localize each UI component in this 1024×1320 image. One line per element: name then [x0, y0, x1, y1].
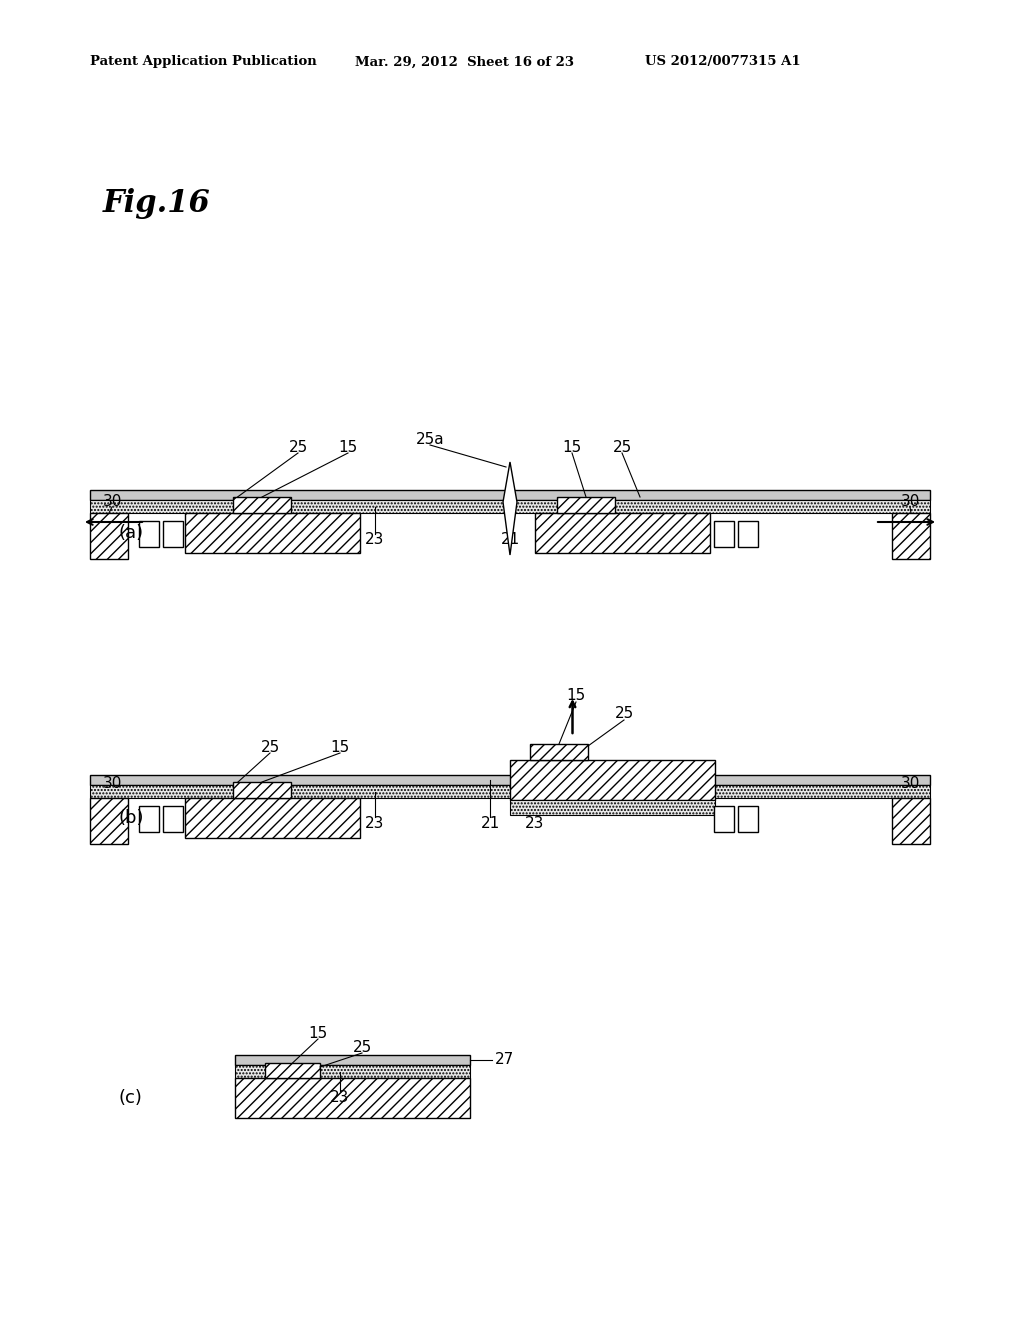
Text: 23: 23	[525, 816, 545, 830]
Bar	[90, 775, 930, 785]
Bar	[535, 513, 710, 553]
Bar	[234, 1078, 470, 1118]
Bar	[530, 744, 588, 760]
Bar	[139, 807, 159, 832]
Text: 25a: 25a	[416, 432, 444, 446]
Text: 15: 15	[562, 440, 582, 454]
Polygon shape	[503, 462, 517, 554]
Text: 25: 25	[614, 706, 634, 722]
Bar	[90, 799, 128, 843]
Bar	[139, 521, 159, 546]
Text: 21: 21	[480, 816, 500, 830]
Text: 25: 25	[289, 440, 307, 454]
Bar	[510, 800, 715, 814]
Text: 25: 25	[612, 440, 632, 454]
Bar	[265, 1063, 319, 1078]
Text: (c): (c)	[118, 1089, 142, 1107]
Text: 30: 30	[900, 776, 920, 791]
Text: (b): (b)	[118, 809, 143, 828]
Text: 30: 30	[102, 494, 122, 508]
Bar	[185, 513, 360, 553]
Text: Fig.16: Fig.16	[103, 187, 211, 219]
Bar	[738, 807, 758, 832]
Bar	[90, 500, 930, 513]
Bar	[234, 1065, 470, 1078]
Text: 15: 15	[308, 1026, 328, 1040]
Bar	[714, 807, 734, 832]
Text: (a): (a)	[118, 524, 143, 543]
Bar	[714, 521, 734, 546]
Text: 23: 23	[366, 532, 385, 548]
Bar	[738, 521, 758, 546]
Text: Mar. 29, 2012  Sheet 16 of 23: Mar. 29, 2012 Sheet 16 of 23	[355, 55, 574, 69]
Text: 21: 21	[501, 532, 519, 548]
Bar	[892, 513, 930, 558]
Bar	[90, 785, 930, 799]
Text: Patent Application Publication: Patent Application Publication	[90, 55, 316, 69]
Text: 25: 25	[260, 739, 280, 755]
Text: 27: 27	[495, 1052, 514, 1068]
Text: 15: 15	[338, 440, 357, 454]
Bar	[90, 513, 128, 558]
Text: 15: 15	[331, 739, 349, 755]
Bar	[233, 498, 291, 513]
Bar	[90, 490, 930, 500]
Text: US 2012/0077315 A1: US 2012/0077315 A1	[645, 55, 801, 69]
Bar	[233, 781, 291, 799]
Bar	[510, 760, 715, 800]
Text: 25: 25	[352, 1040, 372, 1055]
Bar	[234, 1055, 470, 1065]
Text: 30: 30	[900, 494, 920, 508]
Text: 15: 15	[566, 689, 586, 704]
Text: 23: 23	[331, 1089, 349, 1105]
Bar	[163, 807, 183, 832]
Bar	[185, 799, 360, 838]
Bar	[892, 799, 930, 843]
Bar	[163, 521, 183, 546]
Text: 23: 23	[366, 816, 385, 830]
Text: 30: 30	[102, 776, 122, 791]
Bar	[557, 498, 615, 513]
